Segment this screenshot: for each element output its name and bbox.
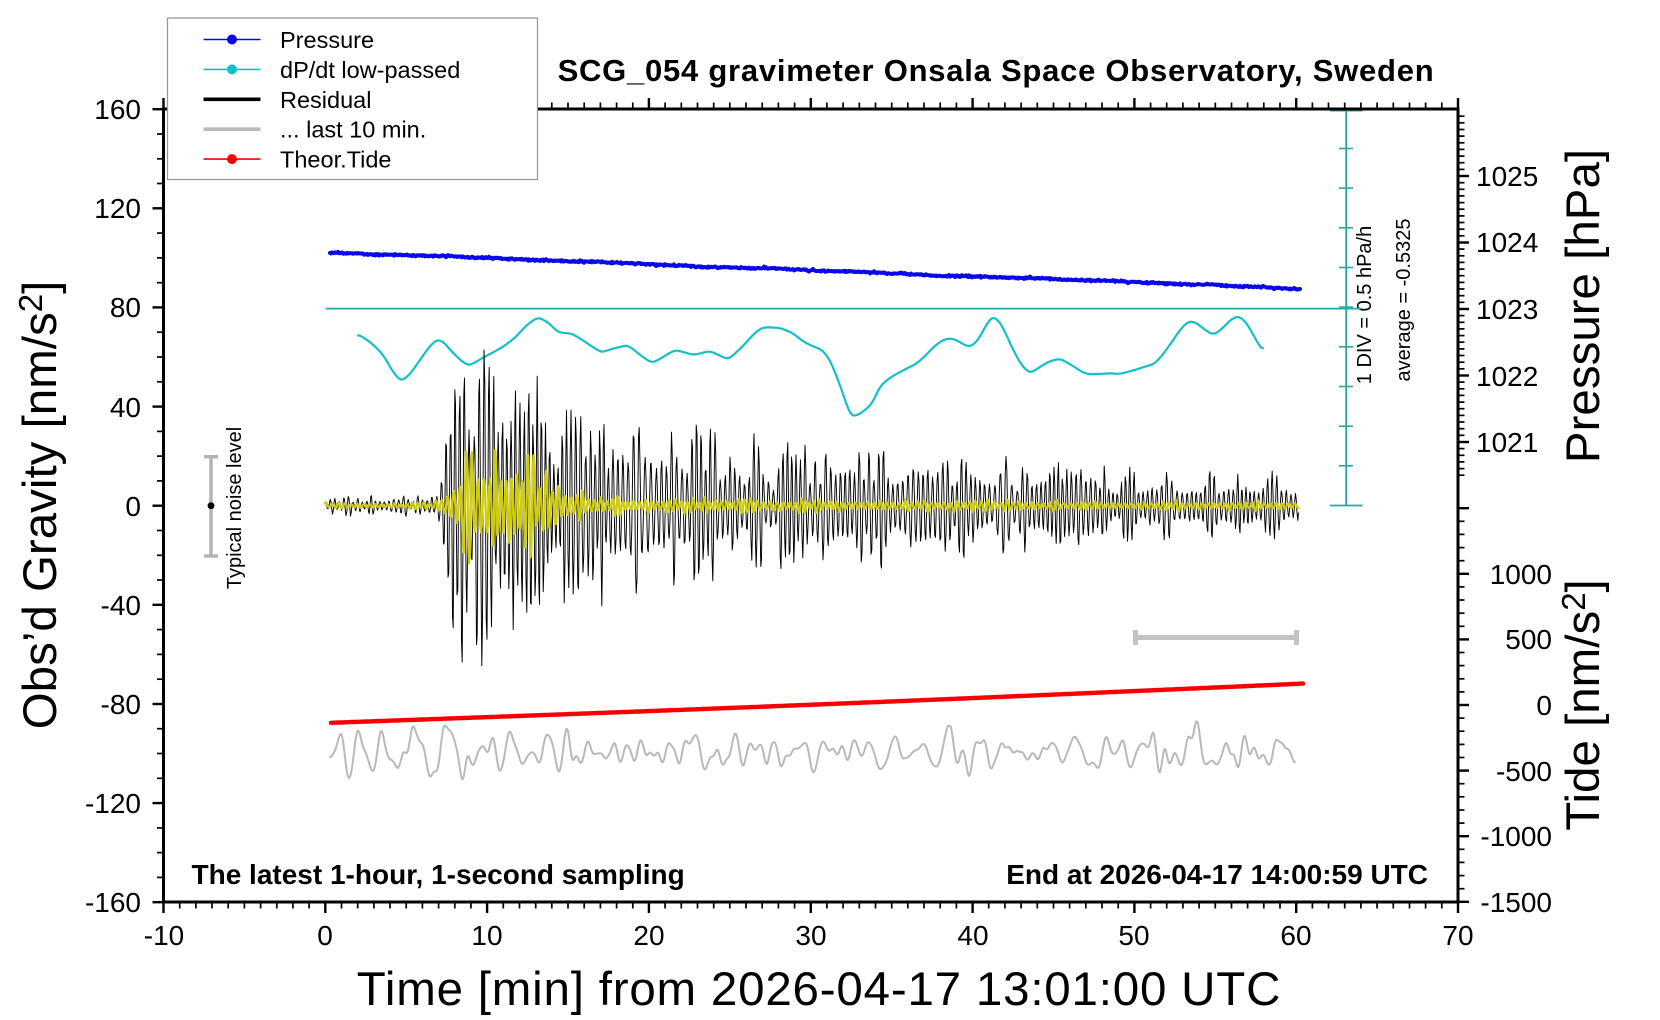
svg-text:Typical noise level: Typical noise level (224, 427, 246, 589)
svg-text:160: 160 (94, 94, 141, 125)
svg-text:Theor.Tide: Theor.Tide (280, 147, 391, 173)
svg-text:-40: -40 (101, 590, 141, 621)
svg-text:1022: 1022 (1476, 361, 1538, 392)
svg-text:20: 20 (633, 920, 664, 951)
svg-text:-10: -10 (144, 920, 184, 951)
svg-text:-500: -500 (1496, 756, 1552, 787)
svg-text:70: 70 (1442, 920, 1473, 951)
svg-text:80: 80 (110, 292, 141, 323)
svg-text:1 DIV = 0.5 hPa/h: 1 DIV = 0.5 hPa/h (1354, 226, 1376, 384)
svg-text:1025: 1025 (1476, 161, 1538, 192)
svg-text:The latest 1-hour, 1-second sa: The latest 1-hour, 1-second sampling (192, 859, 685, 890)
svg-text:Pressure: Pressure (280, 27, 374, 53)
svg-text:10: 10 (471, 920, 502, 951)
svg-text:60: 60 (1280, 920, 1311, 951)
svg-text:40: 40 (110, 392, 141, 423)
svg-text:120: 120 (94, 193, 141, 224)
svg-text:-1500: -1500 (1480, 887, 1552, 918)
svg-text:-1000: -1000 (1480, 821, 1552, 852)
svg-text:0: 0 (1536, 690, 1552, 721)
svg-text:40: 40 (957, 920, 988, 951)
svg-text:... last 10 min.: ... last 10 min. (280, 117, 426, 143)
svg-text:Tide [nm/s2]: Tide [nm/s2] (1555, 579, 1610, 831)
svg-text:30: 30 (795, 920, 826, 951)
svg-text:dP/dt low-passed: dP/dt low-passed (280, 57, 460, 83)
svg-text:50: 50 (1118, 920, 1149, 951)
svg-text:End at 2026-04-17 14:00:59 UTC: End at 2026-04-17 14:00:59 UTC (1006, 859, 1428, 890)
svg-text:Pressure [hPa]: Pressure [hPa] (1557, 149, 1610, 463)
svg-text:0: 0 (317, 920, 333, 951)
svg-text:Obs’d Gravity [nm/s2]: Obs’d Gravity [nm/s2] (12, 281, 67, 730)
svg-text:average = -0.5325: average = -0.5325 (1393, 219, 1415, 382)
svg-text:500: 500 (1505, 624, 1552, 655)
svg-text:Residual: Residual (280, 87, 371, 113)
svg-text:1024: 1024 (1476, 227, 1538, 258)
svg-text:0: 0 (125, 491, 141, 522)
svg-text:1023: 1023 (1476, 294, 1538, 325)
svg-text:-160: -160 (85, 887, 141, 918)
svg-text:1000: 1000 (1490, 559, 1552, 590)
svg-text:1021: 1021 (1476, 427, 1538, 458)
svg-text:Time [min] from 2026-04-17 13:: Time [min] from 2026-04-17 13:01:00 UTC (357, 963, 1281, 1016)
svg-text:-80: -80 (101, 689, 141, 720)
svg-text:-120: -120 (85, 788, 141, 819)
svg-text:SCG_054 gravimeter Onsala Spac: SCG_054 gravimeter Onsala Space Observat… (558, 53, 1435, 88)
